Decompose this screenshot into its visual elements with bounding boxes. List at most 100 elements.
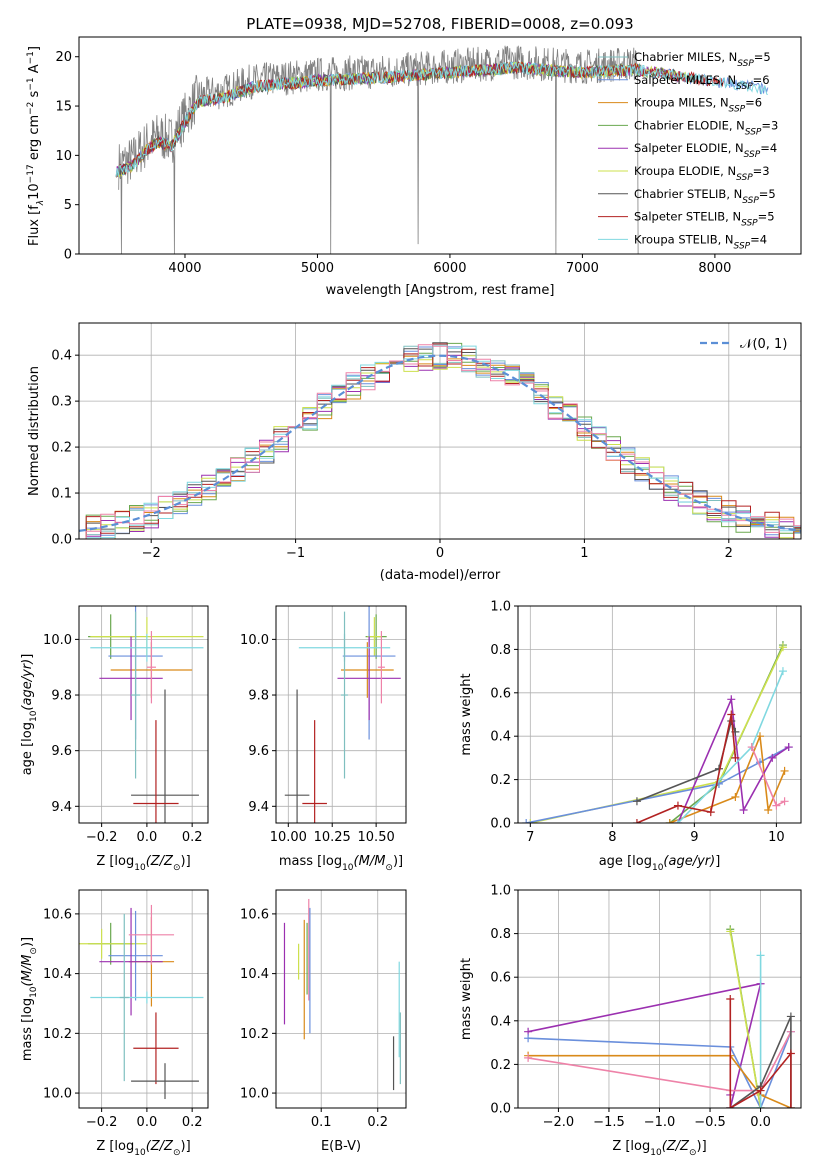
y-tick-label: 0.3 [51, 395, 72, 410]
gridlines [79, 606, 208, 823]
label-text: Chabrier STELIB, N [634, 187, 742, 201]
x-tick-label: 0.0 [137, 830, 158, 845]
x-tick-label: −2 [142, 546, 161, 561]
histogram-kroupa-stelib [79, 344, 801, 539]
x-tick-label: 10.00 [270, 830, 307, 845]
plus-marker [764, 805, 773, 814]
x-tick-label: 8000 [698, 261, 731, 276]
y-tick-label: 1.0 [490, 600, 511, 615]
model-spectrum-kroupa-stelib [115, 62, 768, 178]
plus-marker [524, 1034, 533, 1043]
plus-marker [632, 819, 641, 823]
legend-entry: 𝒩(0, 1) [740, 337, 787, 352]
x-tick-label: 0.2 [182, 830, 203, 845]
y-tick-label: 0.8 [490, 643, 511, 658]
x-tick-label: −0.5 [694, 1115, 726, 1130]
plus-marker [786, 1049, 795, 1058]
plus-marker [673, 819, 682, 823]
x-axis-label: mass [log10(M/M⊙)] [279, 854, 403, 873]
label-text: Flux [f [27, 205, 42, 246]
plus-marker [786, 1012, 795, 1021]
gridlines [518, 605, 801, 824]
plus-marker [673, 801, 682, 810]
y-tick-label: 10.0 [240, 633, 269, 648]
plus-marker [522, 819, 531, 823]
plot-area [79, 904, 204, 1100]
legend-entry: Kroupa ELODIE, NSSP=3 [634, 164, 770, 183]
chart-title: PLATE=0938, MJD=52708, FIBERID=0008, z=0… [246, 15, 633, 33]
y-tick-label: 0.8 [490, 927, 511, 942]
gridlines [276, 890, 406, 1108]
axes-frame [78, 36, 802, 255]
y-tick-label: 10.6 [43, 907, 72, 922]
label-text: Kroupa ELODIE, N [634, 164, 736, 178]
chart-mass_weight_vs_Z: −2.0 −1.5 −1.0 −0.5 0.0 0.0 0.2 0.4 0.6 0.8 1.0 Z [… [459, 884, 802, 1158]
chart-mass_vs_ebv: 0.1 0.2 10.0 10.2 10.4 10.6 E(B-V) [240, 889, 407, 1154]
x-tick-label: 0.0 [750, 1115, 771, 1130]
x-tick-label: 9 [690, 830, 698, 845]
label-text: =3 [753, 164, 770, 178]
y-tick-label: 15 [55, 100, 72, 115]
label-text: =5 [754, 50, 771, 64]
weight-line-salpeter-miles [526, 746, 790, 823]
plus-marker [726, 927, 735, 936]
y-tick-label: 0.4 [490, 730, 511, 745]
label-text: =4 [760, 141, 777, 155]
label-text: Z [log [96, 854, 134, 869]
x-tick-label: 10.25 [314, 830, 351, 845]
x-axis-label: (data-model)/error [380, 568, 501, 583]
plus-marker [778, 643, 787, 652]
weight-line-kroupa-miles [528, 1054, 792, 1108]
axes-frame [78, 322, 802, 540]
legend: 𝒩(0, 1) [700, 337, 787, 352]
y-tick-label: 9.6 [248, 744, 269, 759]
y-tick-label: 0.1 [51, 487, 72, 502]
y-axis-label: mass [log10(M/M⊙)] [20, 937, 39, 1061]
plus-marker [632, 797, 641, 806]
x-tick-label: 0.0 [137, 1115, 158, 1130]
chart-mass_vs_Z: −0.2 0.0 0.2 10.0 10.2 10.4 10.6 Z [log10(Z/Z⊙)… [20, 889, 209, 1158]
plus-marker [755, 732, 764, 741]
legend-entry: Salpeter STELIB, NSSP=5 [634, 210, 775, 229]
axes-frame [275, 605, 407, 824]
y-tick-label: 10.0 [43, 633, 72, 648]
axes-frame [78, 889, 209, 1109]
weight-line-pink [527, 1031, 792, 1092]
y-tick-label: 0.0 [51, 533, 72, 548]
plot-area [79, 342, 801, 539]
x-tick-label: 10 [768, 830, 785, 845]
plus-marker [665, 819, 674, 823]
label-text: =6 [753, 73, 770, 87]
gridlines [79, 890, 208, 1108]
y-tick-label: 9.8 [248, 689, 269, 704]
label-text: =6 [745, 96, 762, 110]
y-tick-label: 20 [55, 50, 72, 65]
y-tick-label: 10 [55, 149, 72, 164]
plot-area [284, 606, 401, 823]
label-text: =5 [758, 210, 775, 224]
x-axis-label: wavelength [Angstrom, rest frame] [326, 283, 555, 298]
histogram-pink [79, 344, 801, 539]
legend-entry: Salpeter ELODIE, NSSP=4 [634, 141, 777, 160]
x-tick-label: 0.1 [311, 1115, 332, 1130]
plus-marker [778, 667, 787, 676]
plus-marker [756, 1104, 765, 1108]
y-tick-label: 9.4 [248, 800, 269, 815]
x-tick-label: −1.5 [593, 1115, 625, 1130]
x-tick-label: 0.2 [182, 1115, 203, 1130]
label-text: Chabrier ELODIE, N [634, 118, 745, 132]
x-tick-label: 7 [526, 830, 534, 845]
x-tick-label: −0.2 [86, 830, 118, 845]
label-text: Z [log [612, 1139, 650, 1154]
chart-spectrum: 4000 5000 6000 7000 8000 0 5 10 15 20 Chabrier MIL… [26, 15, 802, 298]
plot-area [524, 925, 795, 1108]
x-tick-label: 8 [608, 830, 616, 845]
label-text: age [log [599, 854, 652, 869]
plus-marker [726, 995, 735, 1003]
axes-frame [275, 889, 407, 1109]
x-tick-label: 4000 [168, 261, 201, 276]
x-axis-label: Z [log10(Z/Z⊙)] [96, 1139, 190, 1158]
weight-line-salpeter-stelib [636, 714, 737, 823]
plus-marker [780, 797, 789, 806]
